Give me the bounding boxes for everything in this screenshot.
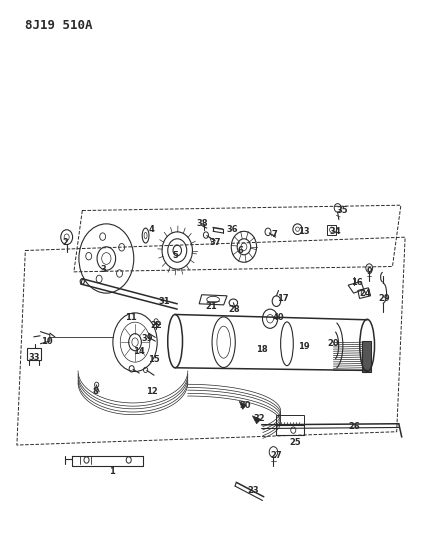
Bar xyxy=(276,425,304,435)
Text: 2: 2 xyxy=(62,238,68,247)
Text: 7: 7 xyxy=(271,230,277,239)
Text: 39: 39 xyxy=(142,334,154,343)
Bar xyxy=(276,415,304,435)
Bar xyxy=(362,341,371,372)
Bar xyxy=(27,348,41,360)
Text: 21: 21 xyxy=(205,302,217,311)
Text: 9: 9 xyxy=(366,268,372,276)
Text: 29: 29 xyxy=(378,294,390,303)
Text: 40: 40 xyxy=(273,313,284,321)
Text: 20: 20 xyxy=(327,340,339,348)
Text: 1: 1 xyxy=(109,467,115,476)
Text: 33: 33 xyxy=(29,353,41,361)
Polygon shape xyxy=(239,401,246,409)
Text: 27: 27 xyxy=(271,451,282,460)
Text: 35: 35 xyxy=(336,206,348,215)
Text: 12: 12 xyxy=(146,387,158,396)
Text: 4: 4 xyxy=(149,225,155,233)
Polygon shape xyxy=(252,416,261,424)
Text: 5: 5 xyxy=(172,252,178,260)
Text: 16: 16 xyxy=(351,278,362,287)
Text: 25: 25 xyxy=(289,438,301,447)
Text: 11: 11 xyxy=(125,313,137,321)
Text: 30: 30 xyxy=(239,401,251,409)
Text: 36: 36 xyxy=(226,225,238,233)
Text: 15: 15 xyxy=(148,356,160,364)
Text: 17: 17 xyxy=(277,294,289,303)
Text: 18: 18 xyxy=(256,345,268,353)
Text: 26: 26 xyxy=(349,422,360,431)
Text: 10: 10 xyxy=(41,337,52,345)
Text: 37: 37 xyxy=(209,238,221,247)
Text: 6: 6 xyxy=(238,246,243,255)
Text: 3: 3 xyxy=(100,265,106,273)
Text: 8J19 510A: 8J19 510A xyxy=(25,19,93,31)
Text: 23: 23 xyxy=(247,486,259,495)
Text: 13: 13 xyxy=(298,228,310,236)
Text: 22: 22 xyxy=(150,321,162,329)
Bar xyxy=(327,225,336,235)
Text: 8: 8 xyxy=(92,387,98,396)
Text: 32: 32 xyxy=(254,414,265,423)
Text: 28: 28 xyxy=(228,305,240,313)
Text: 31: 31 xyxy=(159,297,170,305)
Text: 38: 38 xyxy=(197,220,208,228)
Text: 14: 14 xyxy=(133,348,145,356)
Text: 34: 34 xyxy=(330,228,341,236)
Text: 24: 24 xyxy=(359,289,371,297)
Text: 19: 19 xyxy=(298,342,310,351)
